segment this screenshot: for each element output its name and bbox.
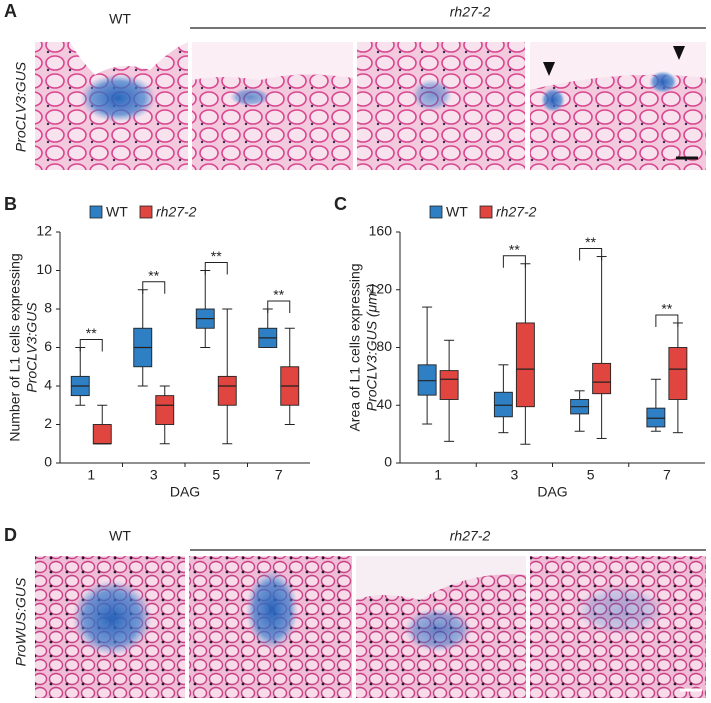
box xyxy=(417,364,437,396)
gus-signal xyxy=(230,88,270,106)
background xyxy=(192,42,353,80)
legend-label: WT xyxy=(106,204,128,220)
x-tick-label: 5 xyxy=(212,467,220,483)
reporter-label: ProWUS:GUS xyxy=(13,577,29,666)
box xyxy=(592,362,612,395)
gus-signal xyxy=(412,79,452,111)
y-tick-label: 0 xyxy=(44,454,52,470)
significance-label: ** xyxy=(86,325,97,341)
y-tick-label: 4 xyxy=(44,377,52,393)
legend-swatch xyxy=(139,205,153,219)
y-tick-label: 6 xyxy=(44,338,52,354)
reporter-label: ProCLV3:GUS xyxy=(13,61,29,152)
box xyxy=(217,375,237,406)
x-tick-label: 7 xyxy=(663,467,671,483)
legend-swatch xyxy=(479,205,493,219)
y-tick-label: 40 xyxy=(376,396,392,412)
gus-signal xyxy=(246,570,298,650)
legend-label: rh27-2 xyxy=(156,204,197,220)
box xyxy=(668,347,688,400)
gus-signal xyxy=(649,71,677,93)
y-tick-label: 120 xyxy=(369,280,393,296)
x-tick-label: 1 xyxy=(87,467,95,483)
significance-label: ** xyxy=(585,234,596,250)
gus-signal xyxy=(72,580,152,656)
genotype-label: WT xyxy=(109,11,131,27)
background xyxy=(35,42,188,75)
y-tick-label: 160 xyxy=(369,223,393,239)
significance-bracket xyxy=(204,262,228,275)
y-tick-label: 2 xyxy=(44,415,52,431)
significance-bracket xyxy=(142,281,166,294)
significance-label: ** xyxy=(273,287,284,303)
genotype-label: rh27-2 xyxy=(450,4,491,20)
micrographs xyxy=(35,556,706,698)
x-tick-label: 5 xyxy=(587,467,595,483)
box xyxy=(92,424,112,445)
x-tick-label: 1 xyxy=(434,467,442,483)
genotype-label: WT xyxy=(109,528,131,544)
significance-label: ** xyxy=(211,248,222,264)
legend-swatch xyxy=(89,205,103,219)
y-axis-label: Area of L1 cells expressing xyxy=(347,263,363,431)
y-axis-label: ProCLV3:GUS (μm²) xyxy=(364,284,380,411)
x-tick-label: 3 xyxy=(510,467,518,483)
gus-signal xyxy=(575,585,665,635)
significance-label: ** xyxy=(148,267,159,283)
panel-letter: C xyxy=(334,194,347,214)
gus-signal xyxy=(404,608,472,652)
y-tick-label: 12 xyxy=(36,223,52,239)
box xyxy=(493,391,513,418)
x-tick-label: 7 xyxy=(275,467,283,483)
significance-bracket xyxy=(79,339,103,352)
significance-label: ** xyxy=(661,301,672,317)
significance-label: ** xyxy=(509,241,520,257)
background xyxy=(356,556,526,600)
x-tick-label: 3 xyxy=(150,467,158,483)
panel-letter: A xyxy=(4,1,17,21)
box xyxy=(515,322,535,408)
significance-bracket xyxy=(579,248,603,261)
significance-bracket xyxy=(655,314,679,327)
legend-label: rh27-2 xyxy=(496,204,537,220)
panel-letter: B xyxy=(4,194,17,214)
y-tick-label: 0 xyxy=(384,454,392,470)
significance-bracket xyxy=(502,255,526,268)
legend-label: WT xyxy=(446,204,468,220)
gus-signal xyxy=(541,88,565,112)
x-axis-label: DAG xyxy=(170,484,200,500)
box xyxy=(646,407,666,428)
y-tick-label: 8 xyxy=(44,300,52,316)
y-axis-label: ProCLV3:GUS xyxy=(24,302,40,393)
background xyxy=(530,42,706,90)
genotype-label: rh27-2 xyxy=(450,528,491,544)
legend-swatch xyxy=(429,205,443,219)
y-axis-label: Number of L1 cells expressing xyxy=(7,253,23,441)
gus-signal xyxy=(80,74,156,122)
significance-bracket xyxy=(267,300,291,313)
y-tick-label: 80 xyxy=(376,338,392,354)
x-axis-label: DAG xyxy=(537,484,567,500)
micrographs xyxy=(35,42,706,170)
panel-letter: D xyxy=(4,525,17,545)
box xyxy=(155,395,175,425)
y-tick-label: 10 xyxy=(36,261,52,277)
box xyxy=(439,370,459,400)
